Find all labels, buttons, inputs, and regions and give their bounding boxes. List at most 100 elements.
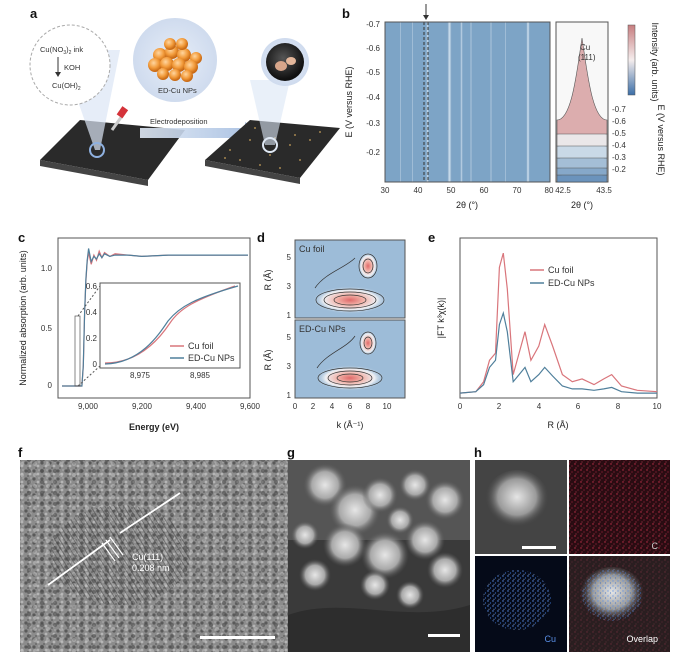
panel-f-label: f [18,445,23,460]
panel-g: g [285,445,475,655]
svg-text:-0.6: -0.6 [366,44,380,53]
c-inset [99,282,241,369]
deposited-particles [224,127,321,169]
cu-nanoparticles-icon [148,38,202,82]
svg-text:-0.6: -0.6 [612,117,626,126]
svg-text:3: 3 [287,362,292,371]
svg-text:9,000: 9,000 [78,402,99,411]
svg-text:0.2: 0.2 [86,334,98,343]
c-yticks: 0 0.5 1.0 [41,264,53,390]
nanoparticle-clusters [291,463,465,609]
svg-text:-0.7: -0.7 [612,105,626,114]
panel-a: a Cu(NO3)2 ink KOH Cu(OH)2 [0,0,340,225]
svg-text:5: 5 [287,333,292,342]
svg-text:40: 40 [414,186,423,195]
cu-peak-hkl: (111) [578,53,596,62]
panel-e: e Cu foil ED-Cu NPs 0 2 4 6 8 10 R (Å) |… [420,228,673,443]
b-ylabel: E (V versus RHE) [344,66,354,137]
panel-e-chart: Cu foil ED-Cu NPs 0 2 4 6 8 10 R (Å) |FT… [436,237,662,430]
e-xlabel: R (Å) [548,420,569,430]
haadf-image [288,460,470,652]
svg-text:-0.4: -0.4 [612,141,626,150]
panel-a-label: a [30,6,38,21]
svg-text:80: 80 [545,186,554,195]
panel-g-label: g [287,445,295,460]
panel-c-label: c [18,230,26,245]
panel-e-label: e [428,230,436,245]
e-xticks: 0 2 4 6 8 10 [458,402,662,411]
svg-text:-0.4: -0.4 [366,93,380,102]
e-axes [459,237,658,399]
svg-text:10: 10 [383,402,392,411]
pipette-icon [110,106,129,131]
svg-text:70: 70 [513,186,522,195]
b-x-ticks: 30 40 50 60 70 80 [381,186,554,195]
svg-text:8: 8 [366,402,371,411]
svg-text:60: 60 [480,186,489,195]
eds-cu-label: Cu [544,634,556,644]
series-line-cu-foil [459,252,658,394]
d-bottom-title: ED-Cu NPs [299,324,346,334]
hrtem-image: Cu(111) 0.208 nm [20,460,290,652]
scale-bar [428,634,460,637]
svg-text:6: 6 [348,402,353,411]
d-yticks: 1 3 5 1 3 5 [287,253,292,400]
svg-text:0.6: 0.6 [86,282,98,291]
svg-text:3: 3 [287,282,292,291]
scale-bar [200,636,275,639]
svg-text:30: 30 [381,186,390,195]
svg-text:-0.7: -0.7 [366,20,380,29]
fringe-line-right [119,492,181,534]
koh-text: KOH [64,63,80,72]
svg-text:0.5: 0.5 [41,324,53,333]
c-axes [57,237,251,399]
side-y-ticks: -0.7 -0.6 -0.5 -0.4 -0.3 -0.2 [612,105,626,174]
inset-xtick-1: 8,975 [130,371,151,380]
d-top-title: Cu foil [299,244,325,254]
svg-text:9,400: 9,400 [186,402,207,411]
c-xlabel: Energy (eV) [129,422,179,432]
svg-text:-0.2: -0.2 [366,148,380,157]
panel-d-chart: Cu foil ED-Cu NPs 1 3 5 1 3 5 R (Å) R (Å… [263,239,406,430]
panel-b: b -0.7 -0.6 -0. [340,0,673,225]
svg-text:2: 2 [311,402,316,411]
svg-text:1: 1 [287,391,292,400]
svg-text:-0.5: -0.5 [366,68,380,77]
svg-text:2: 2 [497,402,502,411]
c-xticks: 9,000 9,200 9,400 9,600 [78,402,261,411]
panel-h-label: h [474,445,482,460]
svg-text:-0.2: -0.2 [612,165,626,174]
eds-c-tile [569,460,670,554]
e-legend-ed-cu: ED-Cu NPs [548,278,595,288]
svg-text:50: 50 [447,186,456,195]
b-y-ticks: -0.7 -0.6 -0.5 -0.4 -0.3 -0.2 [366,20,380,157]
svg-text:8: 8 [616,402,621,411]
d-xlabel: k (Å⁻¹) [337,420,364,430]
scale-bar [522,546,556,549]
lattice-fringes [50,505,190,605]
svg-text:9,600: 9,600 [240,402,261,411]
c-main-plot [62,248,248,387]
side-xtick-2: 43.5 [596,186,612,195]
colorbar-label: Intensity (arb. units) [650,22,660,101]
panel-f: f Cu(111) 0.208 nm [0,445,290,655]
d-ylabel-bottom: R (Å) [263,350,273,371]
svg-text:1.0: 1.0 [41,264,53,273]
panel-d: d Cu foil ED-Cu NPs 1 3 [255,228,420,443]
cu111-waterfall [556,37,608,183]
inset-xtick-2: 8,985 [190,371,211,380]
panel-c-chart: 0 0.2 0.4 0.6 8,975 8,985 Cu foil ED-Cu … [18,237,261,432]
svg-text:1: 1 [287,311,292,320]
d-ylabel-top: R (Å) [263,270,273,291]
lattice-plane-label: Cu(111) [132,552,163,562]
svg-text:0.4: 0.4 [86,308,98,317]
b-xlabel: 2θ (°) [456,200,478,210]
svg-text:4: 4 [537,402,542,411]
side-xlabel: 2θ (°) [571,200,593,210]
np-label: ED-Cu NPs [158,86,197,95]
panel-b-chart: -0.7 -0.6 -0.5 -0.4 -0.3 -0.2 30 40 50 6… [344,4,666,210]
svg-text:-0.3: -0.3 [612,153,626,162]
c-legend-ed-cu: ED-Cu NPs [188,353,235,363]
e-ylabel: |FT k³χ(k)| [436,298,446,339]
svg-text:9,200: 9,200 [132,402,153,411]
